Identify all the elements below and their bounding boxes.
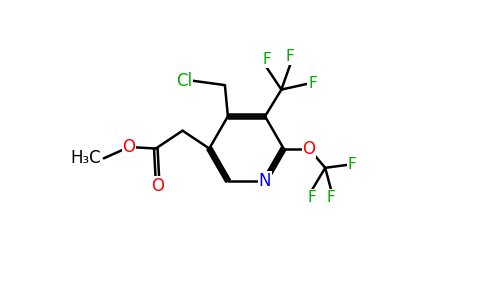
Text: F: F	[327, 190, 335, 205]
Text: H₃C: H₃C	[71, 149, 102, 167]
Text: F: F	[348, 158, 356, 172]
Text: O: O	[151, 177, 164, 195]
Text: O: O	[122, 138, 136, 156]
Text: F: F	[286, 49, 295, 64]
Text: F: F	[307, 190, 316, 205]
Text: N: N	[259, 172, 272, 190]
Text: Cl: Cl	[176, 72, 192, 90]
Text: F: F	[262, 52, 271, 67]
Text: O: O	[302, 140, 316, 158]
Text: F: F	[308, 76, 317, 91]
